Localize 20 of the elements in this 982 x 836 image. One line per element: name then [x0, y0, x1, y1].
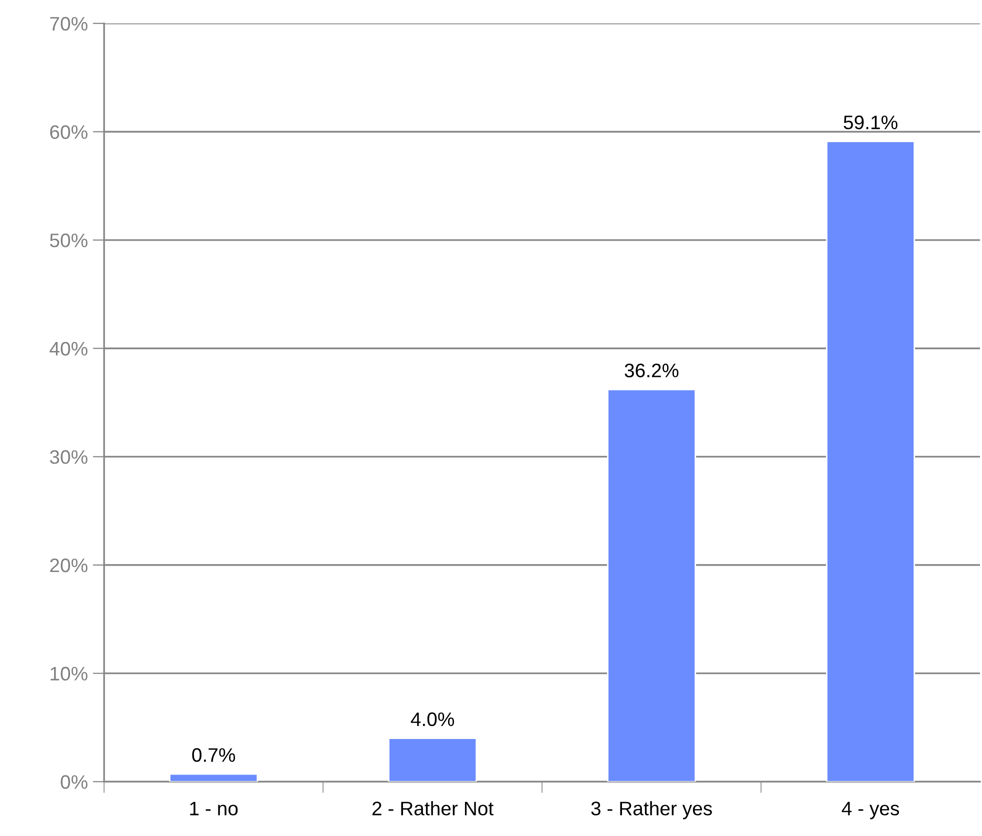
- x-tick-label: 2 - Rather Not: [372, 801, 494, 816]
- y-tick-label: 50%: [50, 234, 88, 248]
- bar: [388, 738, 478, 782]
- y-tick-label: 30%: [50, 450, 88, 464]
- y-tick-label: 10%: [50, 666, 88, 681]
- bar: [607, 388, 696, 782]
- data-label: 0.7%: [192, 748, 236, 762]
- y-tick-label: 70%: [50, 16, 88, 31]
- x-tick-label: 1 - no: [190, 802, 238, 816]
- data-label: 36.2%: [624, 364, 678, 378]
- y-tick-label: 20%: [50, 558, 88, 572]
- data-label: 59.1%: [844, 116, 898, 130]
- bar: [826, 140, 916, 782]
- bar: [169, 773, 258, 782]
- data-label: 4.0%: [410, 712, 454, 726]
- y-tick-label: 60%: [50, 125, 88, 139]
- y-tick-label: 40%: [50, 342, 88, 356]
- x-tick-label: 4 - yes: [842, 802, 900, 820]
- x-tick-label: 3 - Rather yes: [591, 801, 712, 820]
- y-tick-label: 0%: [60, 775, 88, 789]
